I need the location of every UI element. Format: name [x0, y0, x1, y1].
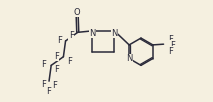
- Text: N: N: [126, 54, 132, 63]
- Text: F: F: [69, 31, 74, 40]
- Text: F: F: [47, 87, 52, 96]
- Text: F: F: [168, 47, 173, 56]
- Text: O: O: [74, 8, 80, 17]
- Text: F: F: [57, 36, 62, 45]
- Text: N: N: [111, 29, 118, 38]
- Text: F: F: [42, 80, 46, 89]
- Text: F: F: [42, 60, 46, 69]
- Text: F: F: [54, 52, 59, 60]
- Text: F: F: [54, 65, 59, 74]
- Text: F: F: [52, 81, 57, 90]
- Text: F: F: [68, 57, 72, 66]
- Text: F: F: [170, 41, 175, 50]
- Text: N: N: [89, 29, 95, 38]
- Text: F: F: [168, 35, 173, 44]
